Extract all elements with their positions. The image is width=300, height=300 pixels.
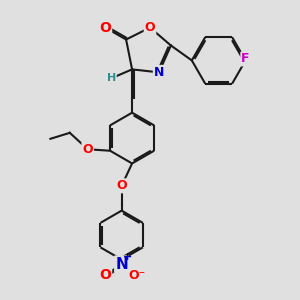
Text: O: O — [116, 179, 127, 192]
Text: O⁻: O⁻ — [128, 269, 146, 282]
Text: O: O — [145, 21, 155, 34]
Text: F: F — [241, 52, 250, 65]
Text: O: O — [99, 21, 111, 34]
Text: H: H — [106, 73, 116, 83]
Text: N: N — [115, 256, 128, 272]
Text: N: N — [154, 66, 164, 79]
Text: +: + — [122, 252, 132, 262]
Text: O: O — [82, 143, 93, 156]
Text: O: O — [99, 268, 111, 282]
